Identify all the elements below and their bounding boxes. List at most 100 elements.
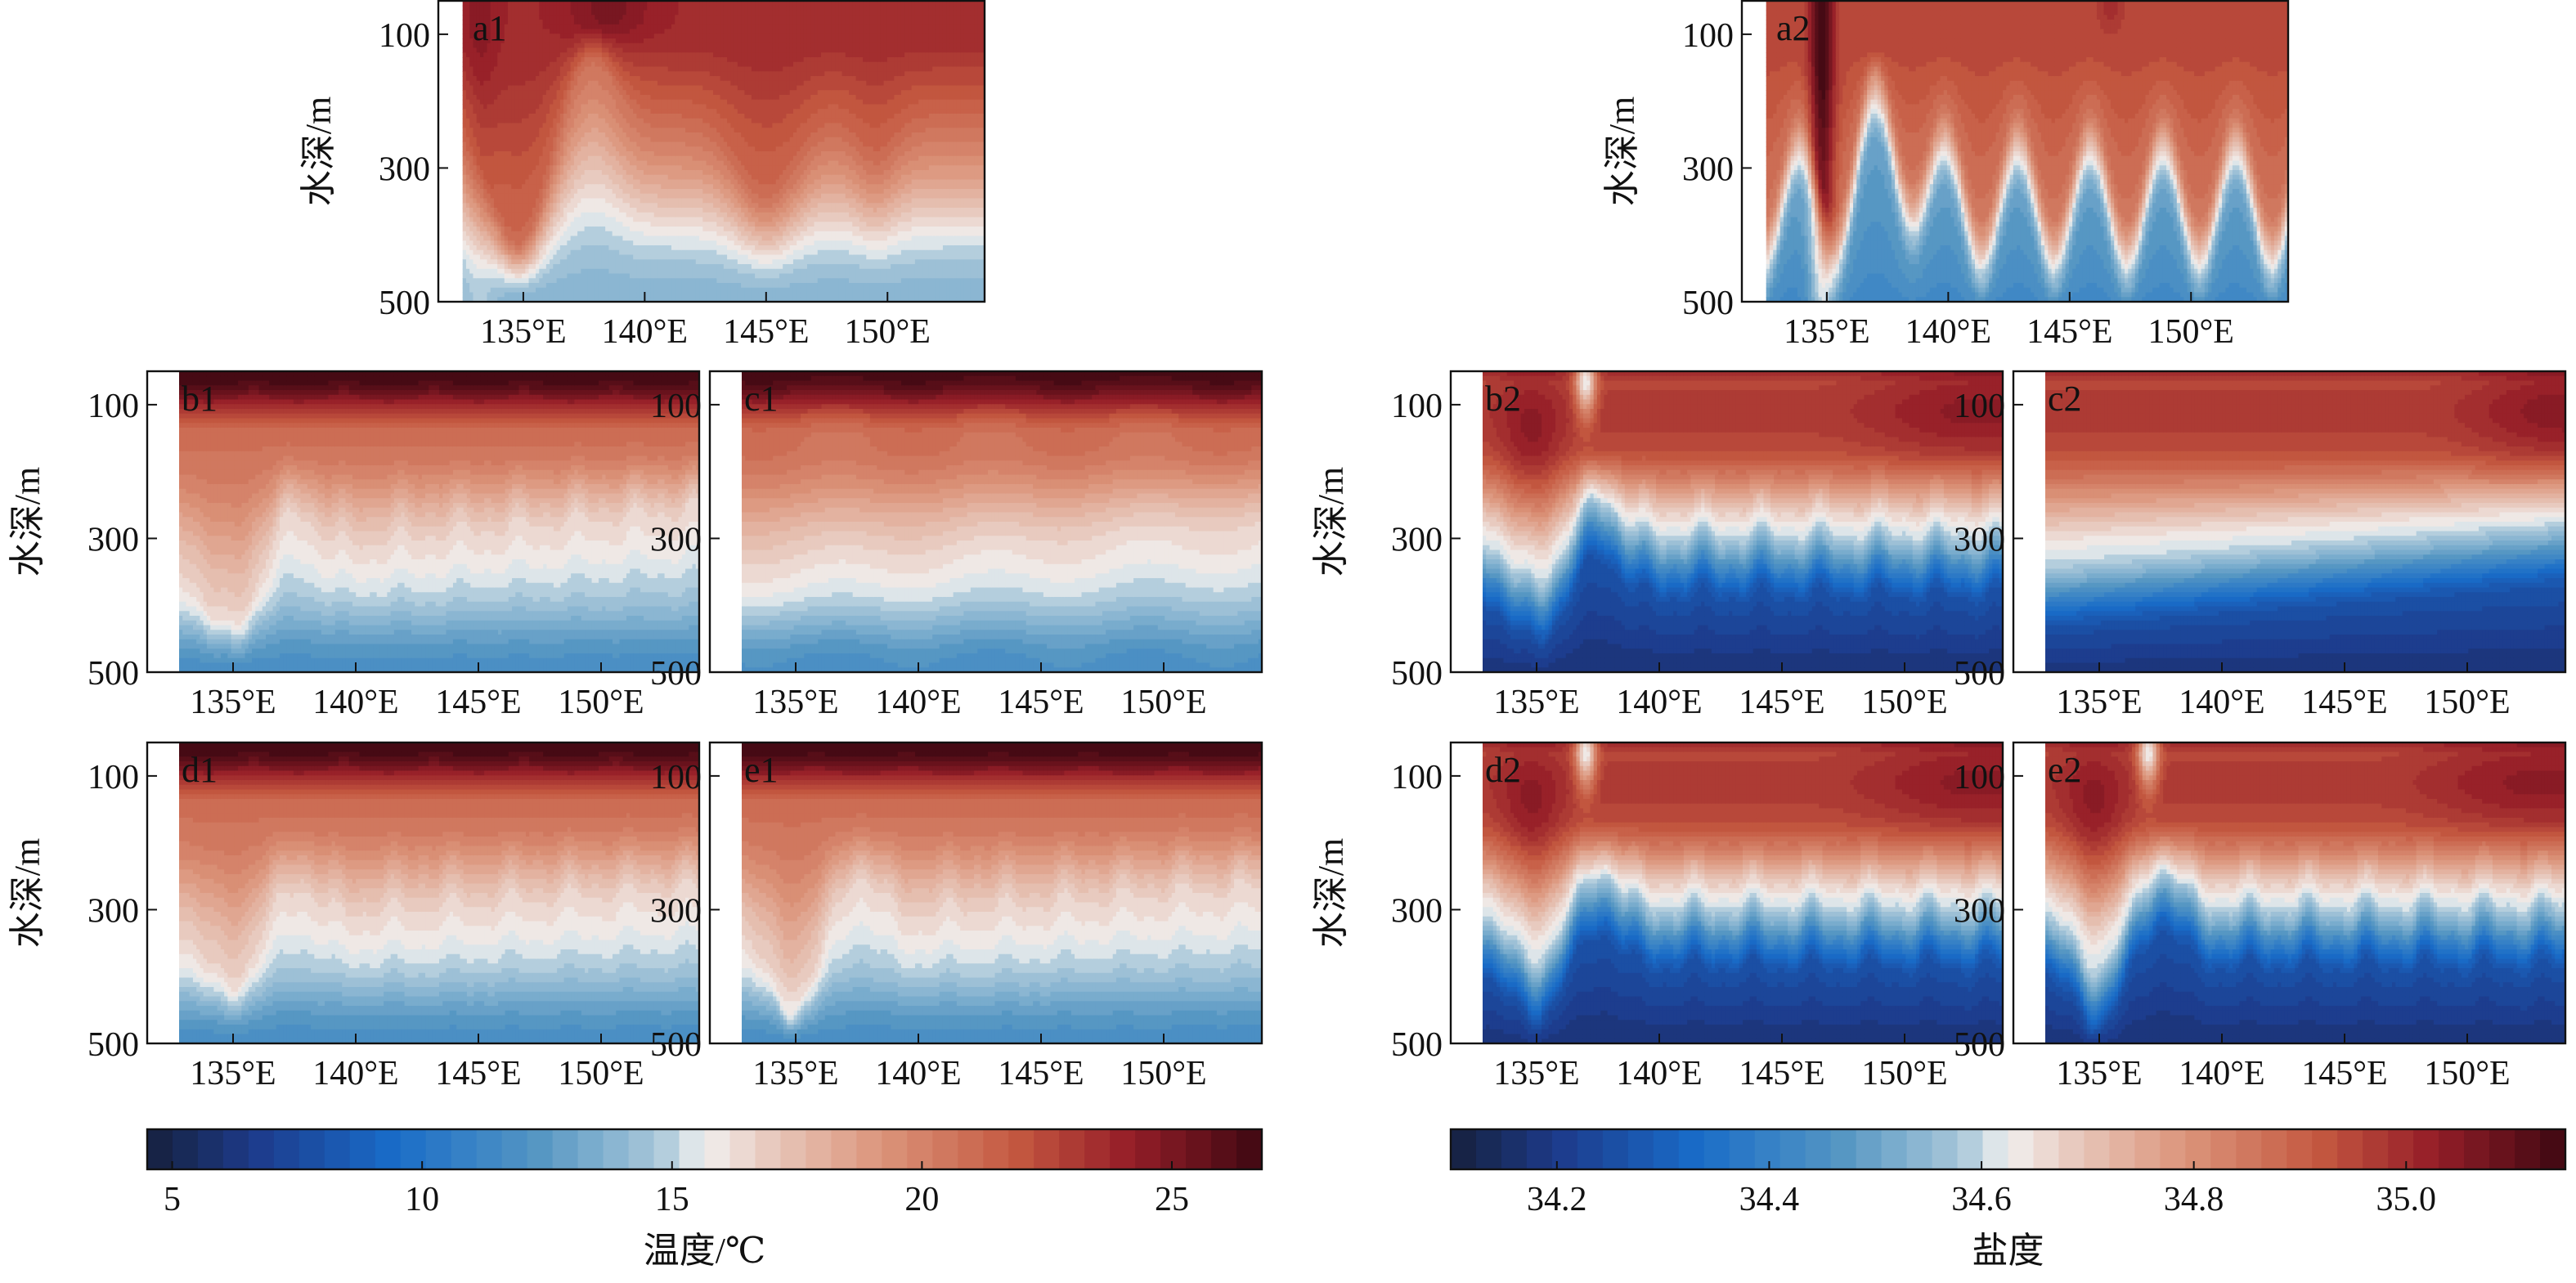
colorbar-swatch — [2439, 1129, 2465, 1169]
colorbar-swatch — [654, 1129, 680, 1169]
colorbar-swatch — [1577, 1129, 1604, 1169]
colorbar-swatch — [780, 1129, 806, 1169]
xtick-label: 135°E — [2056, 684, 2142, 721]
heatmap-e2 — [2045, 742, 2566, 1044]
xtick-label: 150°E — [845, 313, 931, 351]
colorbar-tick-label: 5 — [164, 1181, 181, 1218]
colorbar-swatch — [1084, 1129, 1111, 1169]
colorbar-swatch — [2261, 1129, 2287, 1169]
ytick-label: 300 — [650, 521, 702, 559]
colorbar-swatch — [274, 1129, 300, 1169]
panel-label-d1: d1 — [182, 750, 218, 790]
colorbar-swatch — [604, 1129, 630, 1169]
ytick-label: 500 — [1391, 1026, 1443, 1064]
xtick-label: 135°E — [1493, 1055, 1579, 1092]
xtick-label: 140°E — [1616, 1055, 1702, 1092]
colorbar-salinity: 34.2 34.4 34.6 34.8 35.0盐度 — [1451, 1129, 2566, 1271]
ytick-label: 300 — [1391, 521, 1443, 559]
colorbar-label: 盐度 — [1972, 1231, 2044, 1271]
xtick-label: 150°E — [558, 684, 644, 721]
heatmap-c1 — [742, 371, 1263, 673]
xtick-label: 140°E — [2179, 1055, 2264, 1092]
xtick-label: 150°E — [2424, 684, 2510, 721]
colorbar-swatch — [1856, 1129, 1883, 1169]
xtick-label: 145°E — [998, 1055, 1084, 1092]
colorbar-swatch — [223, 1129, 249, 1169]
colorbar-swatch — [729, 1129, 756, 1169]
panel-label-b1: b1 — [182, 379, 218, 419]
ytick-label: 100 — [1954, 388, 2005, 425]
colorbar-swatch — [1882, 1129, 1908, 1169]
panel-label-b2: b2 — [1485, 379, 1521, 419]
colorbar-swatch — [147, 1129, 173, 1169]
colorbar-swatch — [2287, 1129, 2313, 1169]
colorbar-swatch — [1704, 1129, 1730, 1169]
ytick-label: 500 — [1682, 285, 1734, 322]
colorbar-swatch — [1983, 1129, 2009, 1169]
colorbar-swatch — [2210, 1129, 2237, 1169]
colorbar-tick-label: 34.8 — [2164, 1181, 2224, 1218]
colorbar-swatch — [578, 1129, 604, 1169]
xtick-label: 140°E — [312, 1055, 398, 1092]
colorbar-swatch — [527, 1129, 554, 1169]
xtick-label: 135°E — [2056, 1055, 2142, 1092]
colorbar-swatch — [755, 1129, 781, 1169]
colorbar-swatch — [2540, 1129, 2566, 1169]
colorbar-swatch — [882, 1129, 908, 1169]
colorbar-swatch — [1211, 1129, 1237, 1169]
ytick-label: 500 — [650, 655, 702, 693]
panel-label-a2: a2 — [1776, 8, 1811, 48]
xtick-label: 145°E — [723, 313, 809, 351]
colorbar-swatch — [2464, 1129, 2490, 1169]
colorbar-swatch — [1008, 1129, 1034, 1169]
ytick-label: 500 — [379, 285, 430, 322]
colorbar-swatch — [1110, 1129, 1136, 1169]
colorbar-swatch — [1186, 1129, 1212, 1169]
colorbar-swatch — [198, 1129, 224, 1169]
ylabel-d2: 水深/m — [1311, 838, 1351, 948]
ytick-label: 300 — [1391, 892, 1443, 930]
colorbar-swatch — [2185, 1129, 2211, 1169]
panel-label-a1: a1 — [473, 8, 507, 48]
xtick-label: 145°E — [2301, 1055, 2387, 1092]
heatmap-d2 — [1483, 742, 2004, 1044]
heatmap-a2 — [1766, 1, 2289, 303]
colorbar-label: 温度/℃ — [644, 1231, 765, 1271]
ylabel-b1: 水深/m — [7, 467, 47, 576]
xtick-label: 150°E — [1861, 1055, 1947, 1092]
xtick-label: 150°E — [1861, 684, 1947, 721]
ytick-label: 500 — [1391, 655, 1443, 693]
colorbar-swatch — [1679, 1129, 1705, 1169]
xtick-label: 145°E — [435, 1055, 521, 1092]
colorbar-swatch — [1603, 1129, 1629, 1169]
colorbar-swatch — [553, 1129, 579, 1169]
ytick-label: 300 — [650, 892, 702, 930]
xtick-label: 145°E — [1739, 1055, 1824, 1092]
colorbar-swatch — [831, 1129, 857, 1169]
xtick-label: 150°E — [1120, 1055, 1206, 1092]
colorbar-swatch — [2363, 1129, 2389, 1169]
heatmap-a1 — [463, 1, 985, 303]
colorbar-swatch — [705, 1129, 731, 1169]
colorbar-swatch — [1059, 1129, 1085, 1169]
colorbar-tick-label: 25 — [1155, 1181, 1189, 1218]
colorbar-swatch — [502, 1129, 528, 1169]
panel-label-c1: c1 — [744, 379, 779, 419]
xtick-label: 150°E — [558, 1055, 644, 1092]
colorbar-tick-label: 10 — [405, 1181, 439, 1218]
colorbar-swatch — [2337, 1129, 2363, 1169]
colorbar-tick-label: 35.0 — [2376, 1181, 2437, 1218]
ytick-label: 300 — [1954, 892, 2005, 930]
colorbar-tick-label: 34.4 — [1739, 1181, 1800, 1218]
ytick-label: 500 — [1954, 1026, 2005, 1064]
colorbar-swatch — [451, 1129, 478, 1169]
xtick-label: 140°E — [875, 684, 961, 721]
xtick-label: 135°E — [1784, 313, 1869, 351]
colorbar-swatch — [2033, 1129, 2059, 1169]
heatmap-d1 — [179, 742, 700, 1044]
ylabel-b2: 水深/m — [1311, 467, 1351, 576]
colorbar-tick-label: 15 — [655, 1181, 689, 1218]
